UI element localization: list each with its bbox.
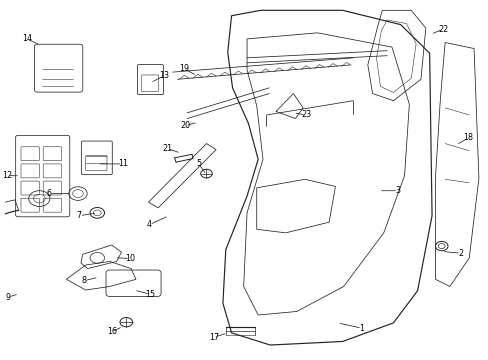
Text: 12: 12 [2, 171, 12, 180]
Text: 22: 22 [437, 25, 447, 34]
Text: 18: 18 [462, 133, 472, 142]
Text: 19: 19 [179, 64, 189, 73]
Text: 15: 15 [145, 290, 155, 299]
Text: 17: 17 [209, 333, 219, 342]
Text: 10: 10 [125, 254, 135, 263]
Text: 8: 8 [81, 276, 86, 285]
Text: 11: 11 [118, 159, 128, 168]
Text: 23: 23 [300, 111, 310, 120]
Text: 3: 3 [395, 186, 400, 195]
Text: 4: 4 [147, 220, 152, 229]
Text: 6: 6 [46, 189, 51, 198]
Text: 14: 14 [22, 35, 32, 44]
Text: 1: 1 [359, 324, 364, 333]
Text: 5: 5 [196, 159, 201, 168]
Text: 2: 2 [458, 249, 463, 258]
Text: 13: 13 [159, 71, 169, 80]
Text: 7: 7 [77, 211, 82, 220]
Text: 21: 21 [163, 144, 173, 153]
Text: 20: 20 [180, 121, 190, 130]
Text: 9: 9 [6, 293, 11, 302]
Text: 16: 16 [106, 327, 117, 336]
